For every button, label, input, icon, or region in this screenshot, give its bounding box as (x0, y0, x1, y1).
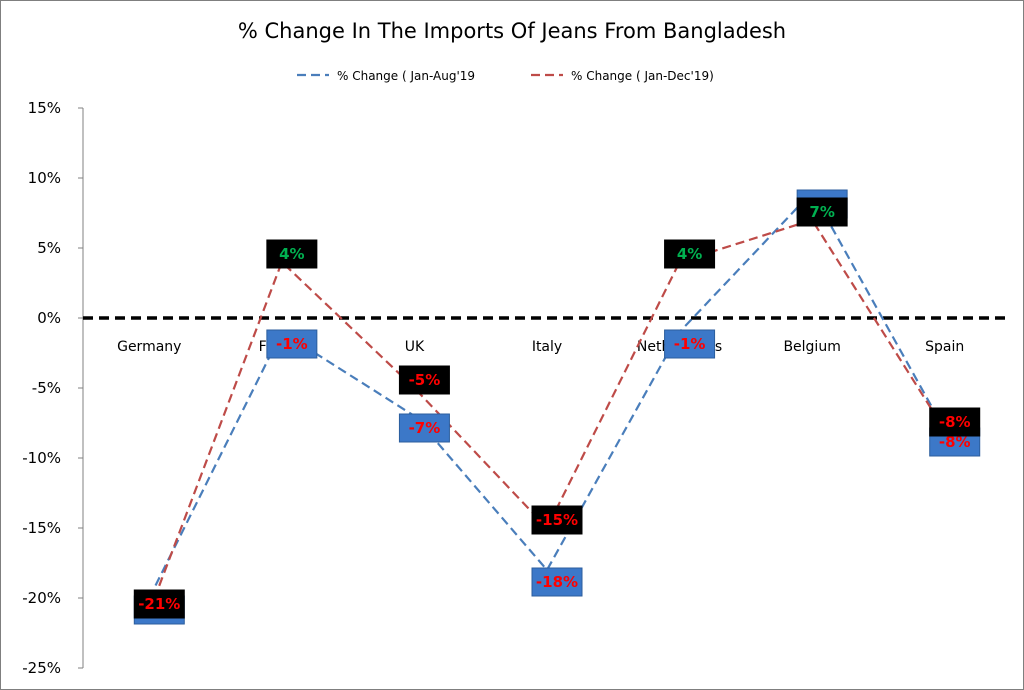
data-label-text: -1% (674, 335, 706, 353)
y-tick-label: -10% (22, 449, 61, 467)
data-label-text: -7% (409, 419, 441, 437)
data-label-1: -1% (664, 329, 716, 359)
data-label-box (398, 413, 450, 443)
y-tick-label: 5% (37, 239, 61, 257)
y-tick-label: -20% (22, 589, 61, 607)
data-label-2: 4% (266, 239, 318, 269)
data-labels: -20%-1%-7%-18%-1%9%-8%-21%4%-5%-15%4%7%-… (133, 189, 981, 625)
y-tick-label: -25% (22, 659, 61, 677)
x-category-label: Spain (925, 339, 964, 355)
data-label-box (266, 329, 318, 359)
x-category-label: Germany (117, 339, 181, 355)
legend: % Change ( Jan-Aug'19 % Change ( Jan-Dec'… (297, 69, 714, 83)
data-label-box (531, 567, 583, 597)
data-label-2: 4% (664, 239, 716, 269)
x-category-label: Belgium (783, 339, 840, 355)
y-tick-label: 0% (37, 309, 61, 327)
data-label-text: -5% (409, 371, 441, 389)
data-label-box (398, 365, 450, 395)
data-label-text: -8% (939, 433, 971, 451)
x-category-label: Italy (532, 339, 562, 355)
data-label-box (664, 239, 716, 269)
data-label-1: -18% (531, 567, 583, 597)
data-label-1: -1% (266, 329, 318, 359)
y-tick-label: 15% (28, 99, 61, 117)
legend-label-2: % Change ( Jan-Dec'19) (571, 69, 714, 83)
y-tick-label: -15% (22, 519, 61, 537)
data-label-text: 7% (809, 203, 834, 221)
data-label-box (266, 239, 318, 269)
data-label-2: -8% (929, 407, 981, 437)
data-label-text: -21% (138, 595, 180, 613)
data-label-box (796, 197, 848, 227)
series-line-2 (148, 218, 946, 613)
data-label-box (531, 505, 583, 535)
data-label-text: -8% (939, 413, 971, 431)
data-label-2: 7% (796, 197, 848, 227)
data-label-text: -15% (536, 511, 578, 529)
data-label-text: 4% (677, 245, 702, 263)
data-label-text: 4% (279, 245, 304, 263)
y-tick-label: -5% (32, 379, 61, 397)
data-label-2: -21% (133, 589, 185, 619)
y-tick-label: 10% (28, 169, 61, 187)
data-label-box (929, 407, 981, 437)
legend-label-1: % Change ( Jan-Aug'19 (337, 69, 475, 83)
data-label-1: -7% (398, 413, 450, 443)
data-label-text: -18% (536, 573, 578, 591)
data-label-2: -15% (531, 505, 583, 535)
data-label-text: -1% (276, 335, 308, 353)
chart-title: % Change In The Imports Of Jeans From Ba… (238, 19, 786, 43)
data-label-box (133, 589, 185, 619)
data-label-2: -5% (398, 365, 450, 395)
data-label-box (664, 329, 716, 359)
x-category-label: UK (405, 339, 425, 355)
